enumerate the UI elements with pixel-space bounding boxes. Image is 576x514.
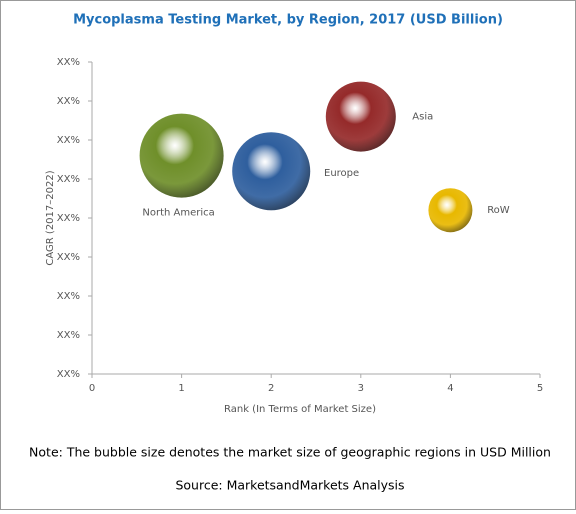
bubble-label: RoW xyxy=(487,205,510,216)
bubble-shade xyxy=(232,132,311,211)
bubble-label: North America xyxy=(142,207,214,218)
bubble-label: Asia xyxy=(412,112,433,123)
y-tick-label: XX% xyxy=(57,213,80,224)
y-tick-label: XX% xyxy=(57,369,80,380)
bubble-shade xyxy=(139,113,224,198)
note: Note: The bubble size denotes the market… xyxy=(29,445,551,460)
source: Source: MarketsandMarkets Analysis xyxy=(175,478,404,493)
x-tick-label: 1 xyxy=(178,383,184,394)
y-tick-label: XX% xyxy=(57,96,80,107)
chart-title: Mycoplasma Testing Market, by Region, 20… xyxy=(73,13,503,28)
x-tick-label: 4 xyxy=(447,383,453,394)
x-tick-label: 2 xyxy=(268,383,274,394)
y-tick-label: XX% xyxy=(57,135,80,146)
y-tick-label: XX% xyxy=(57,57,80,68)
x-tick-label: 3 xyxy=(358,383,364,394)
x-tick-label: 5 xyxy=(537,383,543,394)
y-axis-label: CAGR (2017–2022) xyxy=(45,170,56,265)
bubble-label: Europe xyxy=(324,168,359,179)
bubble-shade xyxy=(428,188,473,233)
x-axis-label: Rank (In Terms of Market Size) xyxy=(224,404,376,415)
x-tick-label: 0 xyxy=(89,383,95,394)
y-tick-label: XX% xyxy=(57,291,80,302)
y-tick-label: XX% xyxy=(57,252,80,263)
y-tick-label: XX% xyxy=(57,330,80,341)
bubble-shade xyxy=(325,81,396,152)
y-tick-label: XX% xyxy=(57,174,80,185)
